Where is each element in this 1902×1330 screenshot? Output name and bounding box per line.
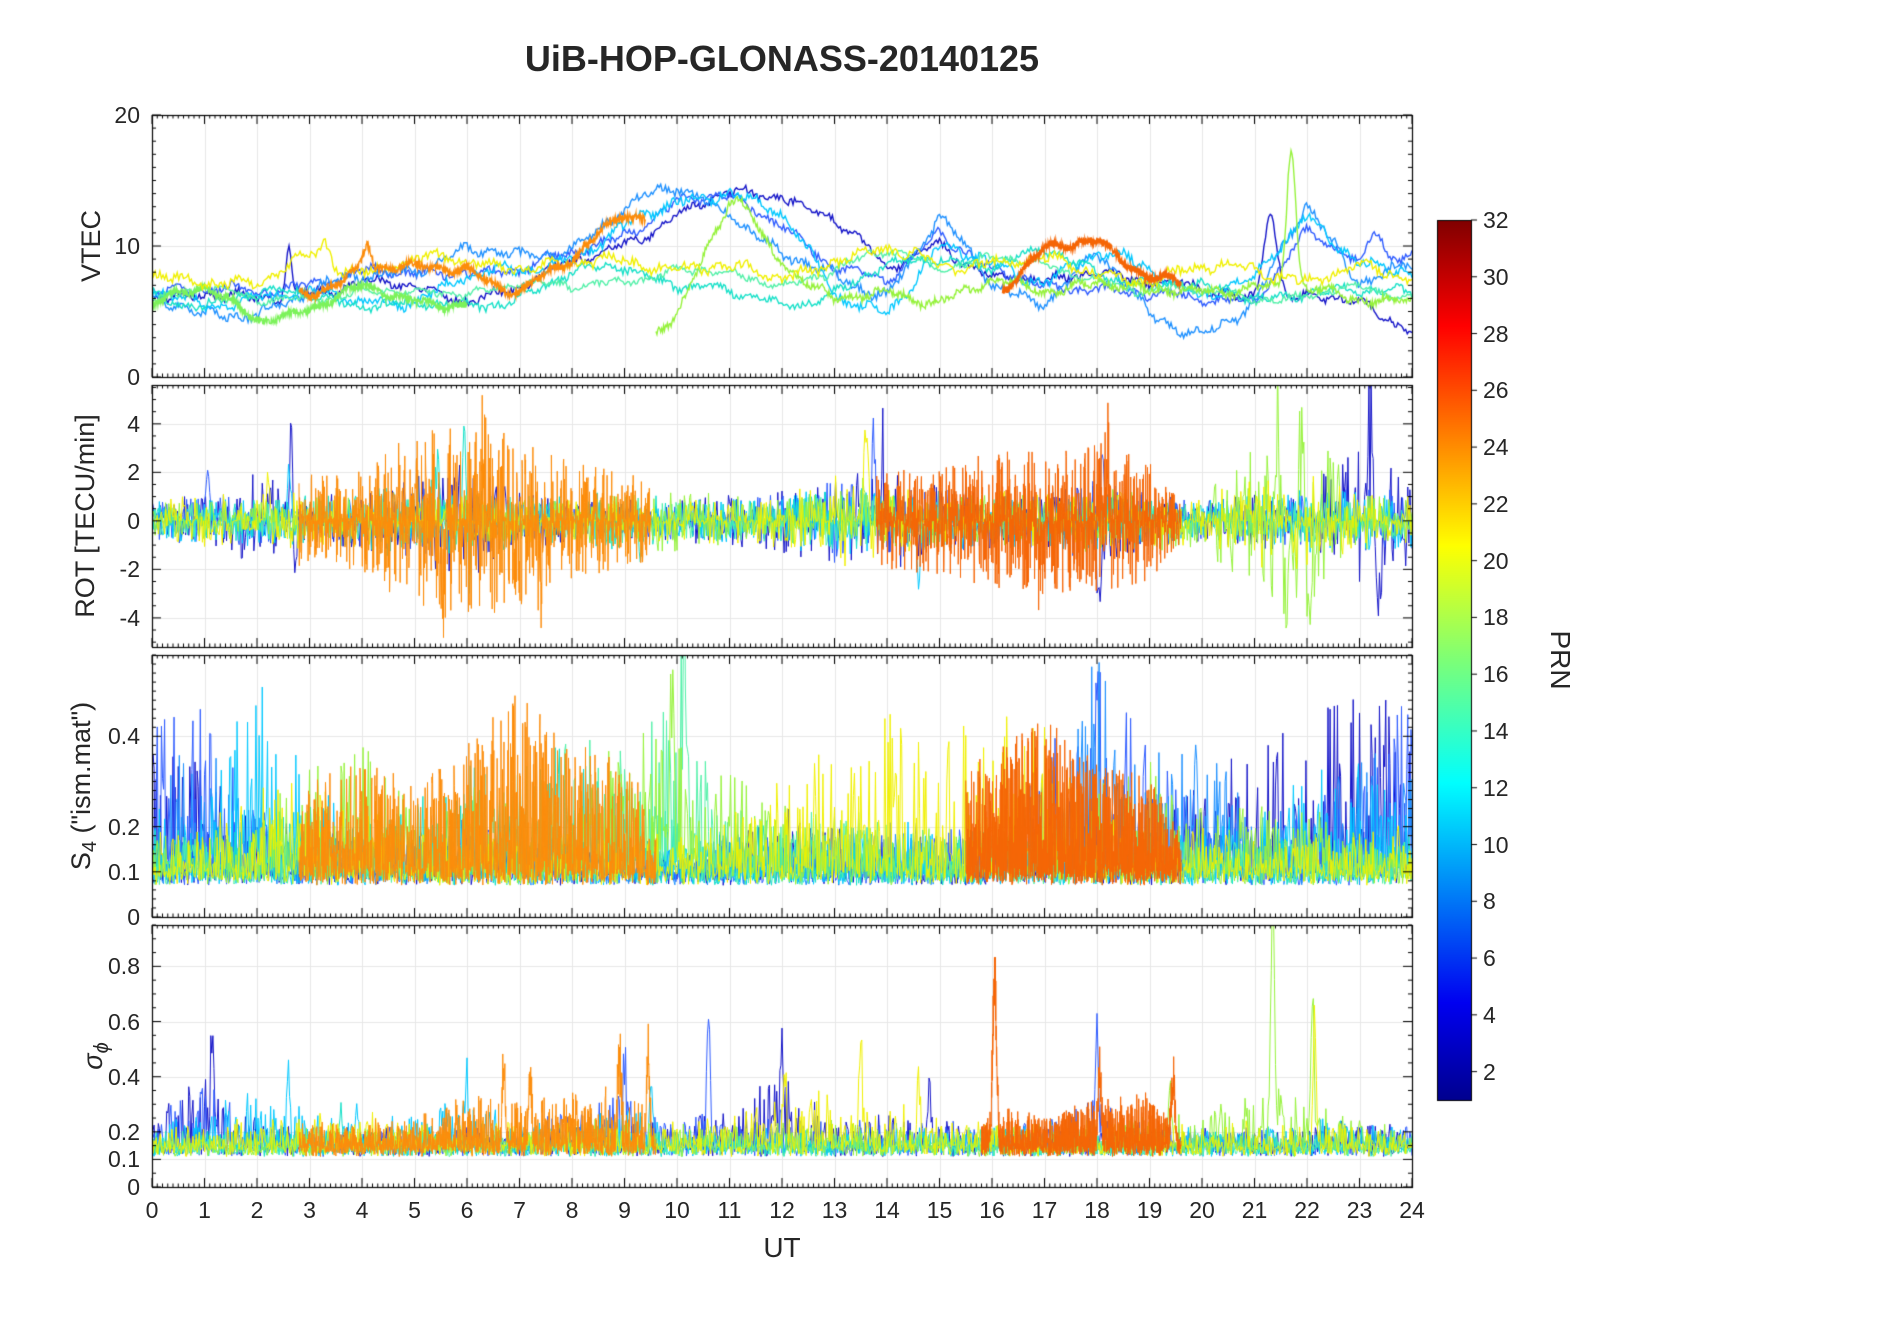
- y-tick-label: 0.2: [108, 813, 140, 840]
- x-tick-label: 1: [198, 1197, 211, 1223]
- y-tick-label: 0.8: [108, 953, 140, 980]
- colorbar-tick-label: 28: [1483, 320, 1509, 347]
- x-tick-label: 6: [460, 1197, 474, 1223]
- y-tick-label: 0.6: [108, 1008, 140, 1035]
- x-tick-label: 15: [926, 1197, 953, 1223]
- x-tick-label: 16: [979, 1197, 1005, 1223]
- x-tick-label: 24: [1399, 1197, 1425, 1223]
- x-tick-label: 23: [1346, 1197, 1373, 1223]
- y-tick-label: 0.1: [108, 1146, 140, 1173]
- colorbar-tick-label: 14: [1483, 717, 1509, 744]
- x-tick-label: 7: [513, 1197, 526, 1223]
- y-tick-label: 0: [127, 1174, 140, 1200]
- x-tick-label: 9: [618, 1197, 631, 1223]
- x-tick-label: 8: [565, 1197, 579, 1223]
- colorbar-tick-label: 18: [1483, 604, 1509, 631]
- colorbar-tick-label: 26: [1483, 377, 1509, 404]
- colorbar-tick-label: 22: [1483, 490, 1509, 517]
- x-tick-label: 0: [145, 1197, 159, 1223]
- y-tick-label: 10: [114, 233, 140, 259]
- colorbar-tick-label: 24: [1483, 434, 1509, 461]
- y-tick-label: 0: [127, 364, 140, 390]
- y-tick-label: 4: [127, 410, 140, 437]
- y-tick-label: 20: [114, 102, 140, 128]
- colorbar-tick-label: 6: [1483, 945, 1496, 972]
- y-tick-label: 0.2: [108, 1118, 140, 1145]
- x-tick-label: 20: [1189, 1197, 1215, 1223]
- y-tick-label: 0: [127, 904, 140, 930]
- y-tick-label: -2: [119, 556, 140, 583]
- x-tick-label: 13: [821, 1197, 848, 1223]
- colorbar-tick-label: 4: [1483, 1001, 1496, 1028]
- x-tick-label: 22: [1294, 1197, 1320, 1223]
- y-tick-label: 0: [127, 507, 140, 534]
- y-tick-label: 0.1: [108, 858, 140, 885]
- x-tick-label: 21: [1241, 1197, 1268, 1223]
- colorbar-tick-label: 16: [1483, 661, 1509, 688]
- colorbar-tick-label: 10: [1483, 831, 1509, 858]
- x-tick-label: 18: [1084, 1197, 1110, 1223]
- colorbar-tick-label: 32: [1483, 207, 1509, 233]
- colorbar-tick-label: 8: [1483, 888, 1496, 915]
- colorbar-tick-label: 20: [1483, 547, 1509, 574]
- x-tick-label: 17: [1031, 1197, 1058, 1223]
- x-tick-label: 3: [303, 1197, 316, 1223]
- colorbar-tick-label: 30: [1483, 263, 1509, 290]
- y-tick-label: 0.4: [108, 1063, 140, 1090]
- colorbar-tick-label: 2: [1483, 1058, 1496, 1085]
- y-tick-label: -4: [119, 604, 140, 631]
- x-tick-label: 2: [250, 1197, 264, 1223]
- y-tick-label: 2: [127, 459, 140, 486]
- x-tick-label: 14: [874, 1197, 900, 1223]
- x-tick-label: 11: [717, 1197, 742, 1223]
- y-tick-label: 0.4: [108, 723, 140, 750]
- x-tick-label: 10: [664, 1197, 690, 1223]
- colorbar-label: PRN: [1545, 630, 1576, 690]
- x-tick-label: 5: [408, 1197, 421, 1223]
- x-tick-label: 12: [769, 1197, 795, 1223]
- x-tick-label: 19: [1136, 1197, 1163, 1223]
- x-tick-label: 4: [355, 1197, 369, 1223]
- colorbar-tick-label: 12: [1483, 774, 1509, 801]
- chart-title: UiB-HOP-GLONASS-20140125: [524, 38, 1040, 79]
- x-axis-label: UT: [763, 1232, 801, 1263]
